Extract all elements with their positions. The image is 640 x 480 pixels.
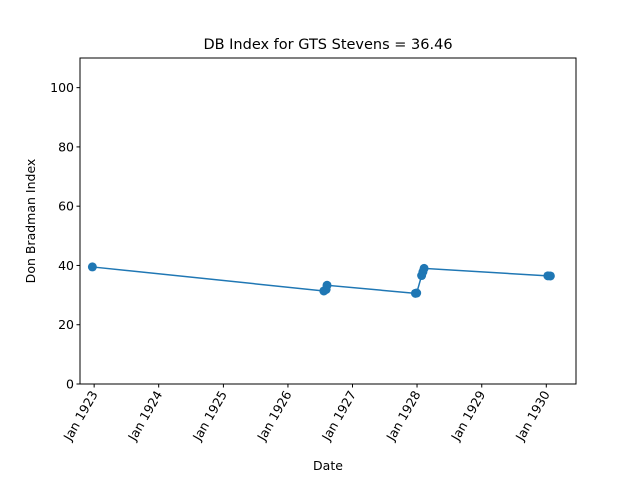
x-tick-label: Jan 1925 bbox=[189, 388, 230, 444]
series-layer bbox=[87, 262, 555, 298]
y-axis-label: Don Bradman Index bbox=[23, 159, 38, 284]
y-tick-label: 60 bbox=[58, 199, 74, 214]
y-tick-label: 100 bbox=[50, 80, 74, 95]
x-axis: Jan 1923 Jan 1924 Jan 1925 Jan 1926 Jan 1927… bbox=[60, 384, 553, 444]
y-axis: 0 20 40 60 80 100 bbox=[50, 80, 80, 392]
chart-title: DB Index for GTS Stevens = 36.46 bbox=[203, 37, 452, 53]
x-tick-label: Jan 1927 bbox=[318, 388, 359, 444]
x-tick-label: Jan 1930 bbox=[512, 388, 553, 444]
y-tick-label: 0 bbox=[66, 377, 74, 392]
plot-frame bbox=[79, 57, 577, 385]
x-tick-label: Jan 1926 bbox=[254, 388, 295, 444]
y-tick-label: 40 bbox=[58, 258, 74, 273]
y-tick-label: 20 bbox=[58, 317, 74, 332]
data-point bbox=[87, 262, 97, 272]
x-tick-label: Jan 1928 bbox=[383, 388, 424, 444]
data-point bbox=[545, 271, 555, 281]
x-tick-label: Jan 1923 bbox=[60, 388, 101, 444]
x-tick-label: Jan 1924 bbox=[124, 388, 165, 444]
x-axis-label: Date bbox=[313, 458, 343, 473]
x-tick-label: Jan 1929 bbox=[447, 388, 488, 444]
data-point bbox=[419, 263, 429, 273]
data-point bbox=[322, 280, 332, 290]
y-tick-label: 80 bbox=[58, 139, 74, 154]
data-point bbox=[412, 288, 422, 298]
